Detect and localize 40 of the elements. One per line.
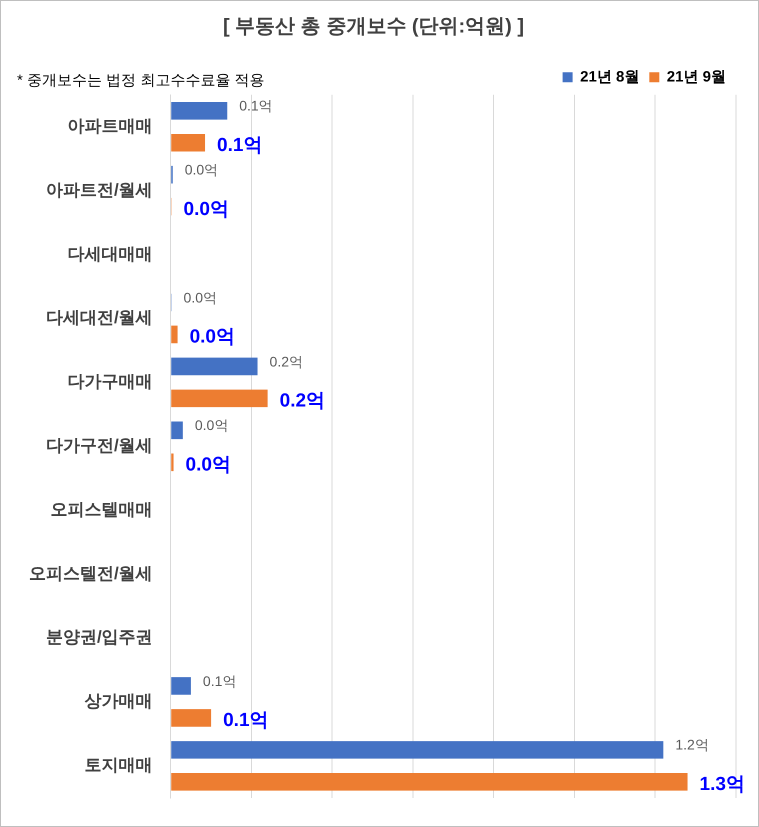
bar — [171, 422, 183, 440]
bar — [171, 358, 258, 376]
y-tick-label: 오피스텔전/월세 — [28, 564, 153, 583]
data-label: 0.2억 — [270, 353, 303, 370]
data-label: 0.0억 — [184, 162, 218, 178]
legend-label: 21년 8월 — [580, 68, 640, 86]
y-tick-label: 분양권/입주권 — [46, 628, 153, 647]
y-tick-label: 다가구전/월세 — [46, 436, 153, 455]
y-tick-label: 오피스텔매매 — [50, 500, 153, 519]
y-tick-label: 아파트매매 — [68, 116, 153, 136]
chart-title: [ 부동산 총 중개보수 (단위:억원) ] — [222, 16, 524, 38]
data-label: 0.0억 — [194, 417, 228, 434]
y-tick-label: 다세대전/월세 — [46, 308, 153, 328]
data-label: 0.1억 — [202, 672, 236, 689]
data-label: 0.0억 — [190, 326, 236, 348]
data-label: 0.0억 — [186, 454, 231, 476]
data-label: 0.1억 — [217, 134, 262, 156]
y-tick-label: 아파트전/월세 — [46, 180, 153, 200]
bar — [171, 741, 664, 759]
data-label: 0.1억 — [223, 710, 269, 732]
bar — [171, 709, 212, 727]
data-label: 0.2억 — [280, 390, 326, 412]
bar — [171, 102, 228, 120]
text: * 중개보수는 법정 최고수수료율 적용 — [17, 72, 265, 89]
y-tick-label: 토지매매 — [84, 756, 153, 775]
bar — [171, 453, 174, 472]
bar — [171, 773, 688, 791]
bar — [171, 134, 206, 152]
legend-label: 21년 9월 — [666, 68, 726, 86]
data-label: 1.2억 — [675, 736, 709, 753]
bar — [171, 326, 178, 344]
y-tick-label: 다세대매매 — [68, 244, 153, 264]
data-label: 0.0억 — [184, 198, 229, 220]
bar — [171, 677, 191, 695]
data-label: 0.0억 — [184, 289, 217, 306]
data-label: 1.3억 — [700, 774, 745, 796]
bar — [171, 390, 268, 408]
y-tick-label: 상가매매 — [84, 692, 153, 711]
data-label: 0.1억 — [239, 98, 273, 114]
y-tick-label: 다가구매매 — [68, 372, 153, 392]
